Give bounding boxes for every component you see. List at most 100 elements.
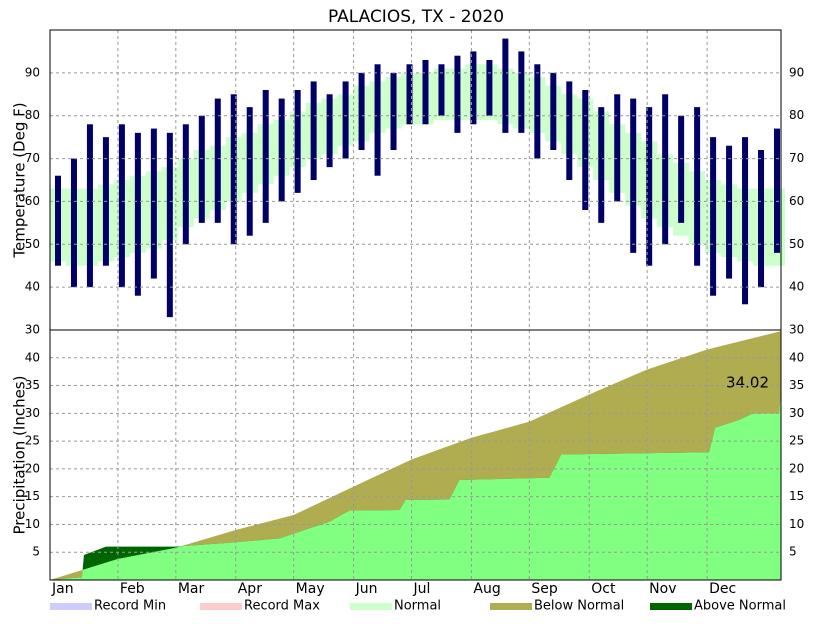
legend-label: Record Max bbox=[244, 599, 320, 614]
temperature-range bbox=[390, 72, 397, 150]
temperature-range bbox=[502, 38, 509, 133]
y-tick-label: 80 bbox=[789, 108, 804, 122]
temperature-range bbox=[150, 128, 157, 279]
x-tick-label: May bbox=[296, 581, 325, 597]
x-tick-label: Dec bbox=[709, 581, 736, 597]
y-tick-label: 30 bbox=[789, 406, 804, 420]
y-tick-label: 25 bbox=[25, 434, 40, 448]
temperature-range bbox=[486, 60, 493, 116]
temperature-range bbox=[198, 115, 205, 223]
legend-swatch bbox=[650, 603, 692, 610]
temperature-range bbox=[358, 72, 365, 150]
legend-label: Above Normal bbox=[694, 599, 786, 614]
y-tick-label: 80 bbox=[25, 108, 40, 122]
x-tick-label: Jun bbox=[355, 581, 378, 597]
y-tick-label: 10 bbox=[789, 517, 804, 531]
y-tick-label: 15 bbox=[789, 489, 804, 503]
y-tick-label: 5 bbox=[789, 545, 797, 559]
temperature-range bbox=[422, 60, 429, 125]
x-tick-label: Sep bbox=[531, 581, 558, 597]
legend-swatch bbox=[350, 603, 392, 610]
x-tick-label: Jan bbox=[51, 581, 74, 597]
x-tick-label: Apr bbox=[238, 581, 262, 597]
temperature-range bbox=[230, 94, 237, 245]
temperature-range bbox=[742, 137, 749, 305]
temperature-range bbox=[70, 158, 77, 288]
temperature-range bbox=[566, 81, 573, 180]
y-tick-label: 5 bbox=[32, 545, 40, 559]
y-tick-label: 30 bbox=[789, 323, 804, 337]
temperature-range bbox=[710, 137, 717, 296]
y-tick-label: 10 bbox=[25, 517, 40, 531]
temperature-range bbox=[118, 124, 125, 288]
temperature-range bbox=[550, 72, 557, 150]
y-tick-label: 40 bbox=[25, 280, 40, 294]
actual-precip-area bbox=[50, 391, 781, 580]
y-tick-label: 25 bbox=[789, 434, 804, 448]
temperature-range bbox=[310, 81, 317, 180]
chart-title: PALACIOS, TX - 2020 bbox=[328, 7, 504, 27]
temperature-range bbox=[134, 132, 141, 296]
x-tick-label: Jul bbox=[413, 581, 431, 597]
y-tick-label: 35 bbox=[25, 378, 40, 392]
y-tick-label: 90 bbox=[789, 65, 804, 79]
x-tick-label: Nov bbox=[649, 581, 676, 597]
temperature-range bbox=[278, 98, 285, 202]
temperature-range bbox=[214, 98, 221, 223]
temperature-range bbox=[582, 90, 589, 210]
y-tick-label: 15 bbox=[25, 489, 40, 503]
temperature-range bbox=[646, 107, 653, 266]
temperature-range bbox=[758, 150, 765, 288]
temperature-range bbox=[454, 55, 461, 133]
y-tick-label: 60 bbox=[25, 194, 40, 208]
temperature-range bbox=[470, 51, 477, 125]
temperature-range bbox=[262, 90, 269, 223]
temperature-range bbox=[726, 145, 733, 279]
legend-label: Normal bbox=[394, 599, 441, 614]
temperature-range bbox=[246, 107, 253, 236]
temperature-range bbox=[774, 128, 781, 253]
temperature-range bbox=[326, 94, 333, 168]
x-tick-label: Oct bbox=[591, 581, 616, 597]
y-tick-label: 50 bbox=[789, 237, 804, 251]
plot-frame bbox=[49, 29, 782, 581]
y-tick-label: 40 bbox=[25, 350, 40, 364]
temperature-range bbox=[374, 64, 381, 176]
y-axis-title: Precipitation (Inches) bbox=[11, 376, 29, 535]
y-tick-label: 70 bbox=[25, 151, 40, 165]
legend-swatch bbox=[50, 603, 92, 610]
temperature-range bbox=[182, 124, 189, 245]
y-tick-label: 60 bbox=[789, 194, 804, 208]
y-tick-label: 70 bbox=[789, 151, 804, 165]
y-axis-title: Temperature (Deg F) bbox=[11, 102, 29, 258]
x-tick-label: Aug bbox=[473, 581, 500, 597]
temperature-range bbox=[534, 64, 541, 159]
total-label: 34.02 bbox=[726, 374, 769, 392]
x-tick-label: Mar bbox=[178, 581, 205, 597]
y-tick-label: 20 bbox=[25, 461, 40, 475]
y-tick-label: 40 bbox=[789, 280, 804, 294]
temperature-range bbox=[518, 51, 525, 133]
temperature-range bbox=[86, 124, 93, 288]
legend-label: Record Min bbox=[94, 599, 166, 614]
temperature-range bbox=[406, 64, 413, 125]
temperature-range bbox=[342, 81, 349, 159]
y-tick-label: 35 bbox=[789, 378, 804, 392]
temperature-range bbox=[166, 132, 173, 318]
legend-swatch bbox=[490, 603, 532, 610]
temperature-range bbox=[630, 98, 637, 253]
x-tick-label: Feb bbox=[120, 581, 145, 597]
temperature-range bbox=[662, 94, 669, 245]
temperature-range bbox=[614, 94, 621, 202]
legend-swatch bbox=[200, 603, 242, 610]
temperature-range bbox=[694, 107, 701, 266]
y-tick-label: 20 bbox=[789, 461, 804, 475]
temperature-range bbox=[438, 64, 445, 116]
y-tick-label: 50 bbox=[25, 237, 40, 251]
y-tick-label: 90 bbox=[25, 65, 40, 79]
temperature-range bbox=[54, 175, 61, 266]
temperature-range bbox=[598, 107, 605, 223]
y-tick-label: 40 bbox=[789, 350, 804, 364]
y-tick-label: 30 bbox=[25, 406, 40, 420]
